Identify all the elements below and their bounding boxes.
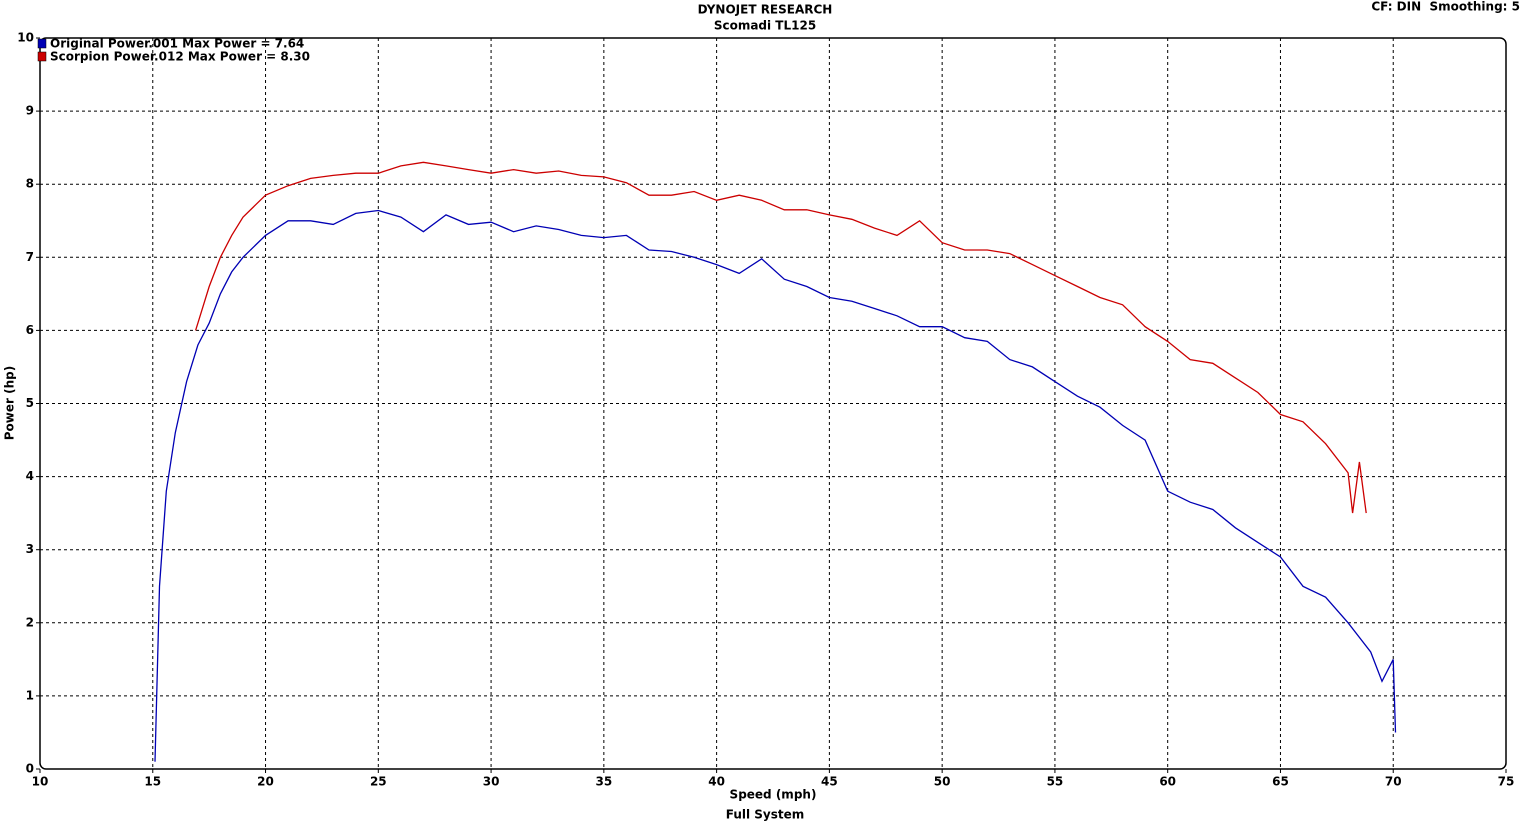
x-tick-label: 20 [257,775,274,789]
x-tick-label: 45 [821,775,838,789]
y-tick-label: 2 [26,615,34,629]
x-tick-label: 70 [1385,775,1402,789]
settings-annotation: CF: DIN Smoothing: 5 [1371,0,1520,14]
x-tick-label: 50 [934,775,951,789]
chart-subtitle: Scomadi TL125 [714,19,816,33]
chart-caption: Full System [726,808,805,822]
x-tick-label: 40 [708,775,725,789]
power-line [194,161,1367,514]
x-tick-label: 10 [32,775,49,789]
power-line [154,209,1397,762]
legend-swatch [37,38,47,49]
y-tick-label: 7 [26,250,34,264]
y-tick-label: 8 [26,177,34,191]
legend-swatch [37,51,47,62]
y-tick-label: 10 [17,31,34,45]
legend-label: Scorpion Power.012 Max Power = 8.30 [50,50,310,64]
y-tick-label: 0 [26,762,34,776]
y-tick-label: 5 [26,396,34,410]
x-tick-label: 55 [1047,775,1064,789]
chart-title: DYNOJET RESEARCH [698,3,833,17]
legend-label: Original Power.001 Max Power = 7.64 [50,37,304,51]
x-tick-label: 30 [483,775,500,789]
y-tick-label: 1 [26,688,34,702]
y-axis-label: Power (hp) [3,366,17,440]
x-tick-label: 15 [144,775,161,789]
y-tick-label: 6 [26,323,34,337]
y-tick-label: 4 [26,469,34,483]
x-tick-label: 25 [370,775,387,789]
x-axis-label: Speed (mph) [730,788,817,802]
x-tick-label: 35 [595,775,612,789]
y-tick-label: 9 [26,104,34,118]
x-tick-label: 75 [1498,775,1515,789]
y-tick-label: 3 [26,542,34,556]
x-tick-label: 60 [1159,775,1176,789]
x-tick-label: 65 [1272,775,1289,789]
